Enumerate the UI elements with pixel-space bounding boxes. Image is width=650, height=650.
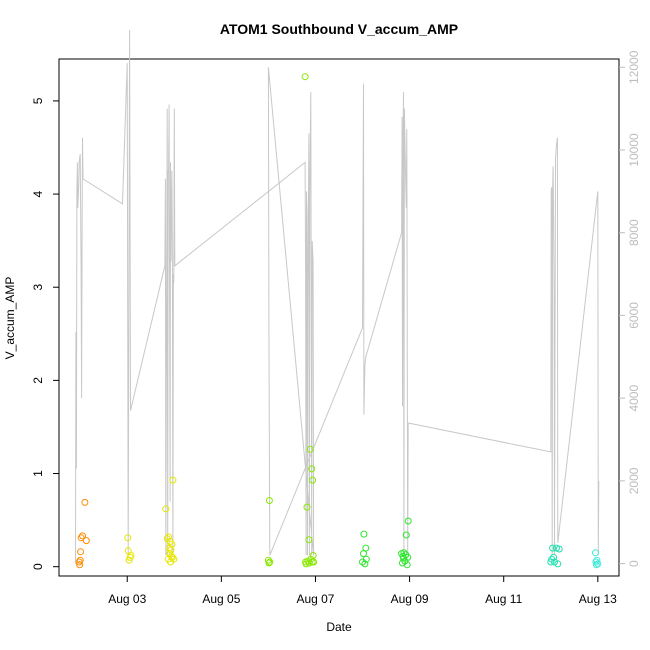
x-axis: Aug 03 Aug 05 Aug 07 Aug 09 Aug 11 Aug 13 — [108, 576, 617, 606]
data-point — [305, 536, 313, 544]
x-tick-label: Aug 07 — [296, 592, 334, 606]
data-point — [265, 497, 273, 504]
data-point — [554, 560, 562, 568]
line-series-layer — [75, 29, 600, 564]
right-y-tick-label: 2000 — [627, 467, 641, 494]
data-point — [361, 560, 369, 568]
data-point — [168, 540, 176, 548]
data-point — [593, 556, 601, 564]
plot-frame — [58, 58, 620, 577]
data-point — [309, 476, 317, 484]
data-point — [308, 465, 316, 473]
right-y-tick-label: 0 — [627, 560, 641, 567]
right-y-tick-label: 10000 — [627, 133, 641, 167]
points-layer — [75, 73, 602, 569]
count-series-line — [75, 29, 600, 564]
data-point — [550, 553, 558, 561]
data-point — [594, 560, 602, 568]
data-point — [592, 549, 599, 557]
data-point — [81, 498, 89, 506]
data-point — [77, 534, 85, 542]
data-point — [76, 561, 84, 569]
y-tick-label: 4 — [31, 190, 45, 197]
data-point — [362, 555, 370, 563]
y-axis-label: V_accum_AMP — [3, 277, 17, 360]
data-point — [265, 559, 273, 567]
data-point — [168, 553, 176, 561]
x-axis-label: Date — [326, 620, 352, 634]
x-tick-label: Aug 09 — [391, 592, 429, 606]
y-axis: 0 1 2 3 4 5 — [31, 97, 59, 570]
right-y-axis: 0 2000 4000 6000 8000 10000 12000 — [619, 50, 641, 567]
data-point — [360, 530, 368, 538]
right-y-tick-label: 6000 — [627, 302, 641, 329]
chart-title: ATOM1 Southbound V_accum_AMP — [220, 21, 458, 37]
data-point — [309, 552, 317, 559]
data-point — [162, 505, 170, 513]
data-point — [124, 534, 132, 542]
y-tick-label: 5 — [31, 97, 45, 104]
data-point — [306, 445, 314, 453]
right-y-tick-label: 8000 — [627, 219, 641, 246]
data-point — [549, 544, 557, 552]
y-tick-label: 2 — [31, 377, 45, 384]
data-point — [362, 544, 370, 552]
data-point — [301, 73, 309, 81]
data-point — [404, 553, 412, 561]
data-point — [303, 503, 311, 511]
data-point — [170, 555, 178, 563]
data-point — [127, 552, 135, 559]
data-point — [165, 533, 173, 541]
right-y-tick-label: 4000 — [627, 385, 641, 412]
x-tick-label: Aug 05 — [202, 592, 240, 606]
data-point — [404, 517, 412, 525]
y-tick-label: 3 — [31, 284, 45, 291]
data-point — [400, 549, 408, 557]
data-point — [310, 558, 318, 566]
data-point — [79, 532, 86, 540]
data-point — [264, 556, 272, 564]
data-point — [266, 558, 274, 566]
data-point — [76, 556, 84, 564]
data-point — [77, 548, 85, 556]
x-tick-label: Aug 13 — [579, 592, 617, 606]
data-point — [402, 531, 410, 539]
data-point — [169, 476, 177, 484]
data-point — [82, 537, 90, 545]
y-tick-label: 1 — [31, 470, 45, 477]
x-tick-label: Aug 11 — [485, 592, 522, 606]
right-y-tick-label: 12000 — [627, 50, 641, 84]
data-point — [592, 561, 600, 569]
y-tick-label: 0 — [31, 563, 45, 570]
data-point — [555, 545, 563, 553]
x-tick-label: Aug 03 — [108, 592, 146, 606]
data-point — [403, 561, 411, 569]
